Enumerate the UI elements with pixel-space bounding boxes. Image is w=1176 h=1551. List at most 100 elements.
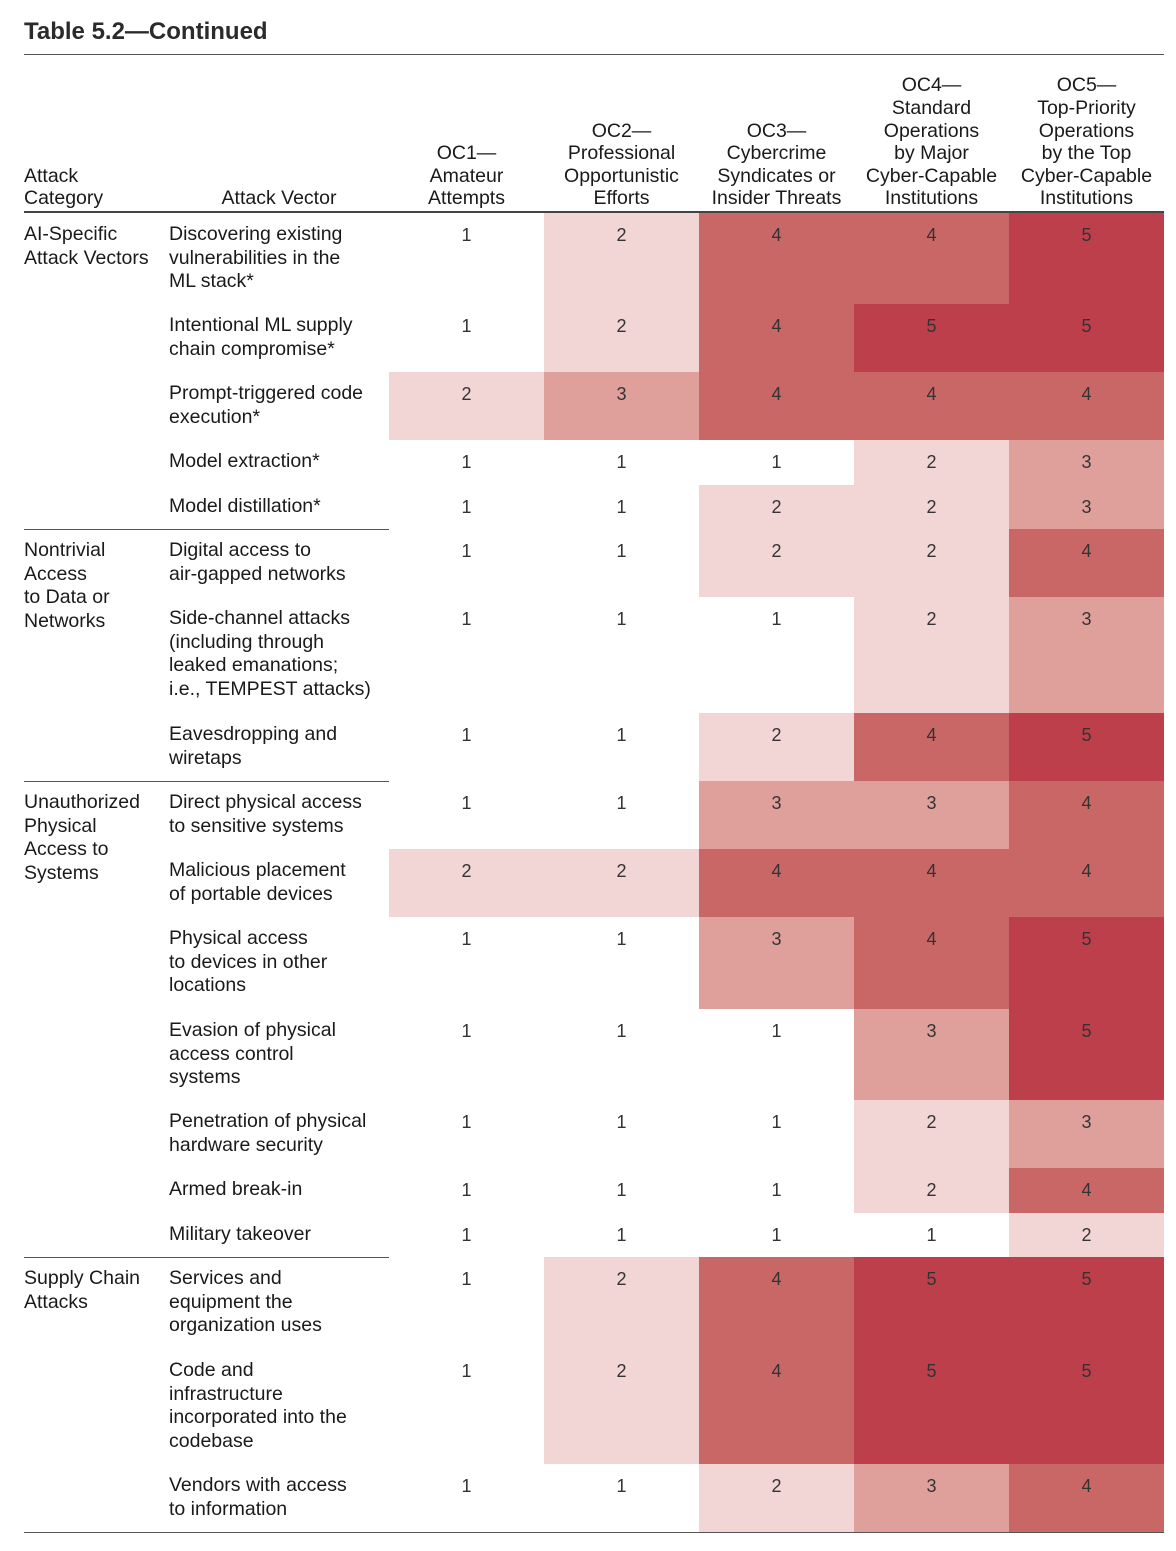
score-cell-oc5: 5 bbox=[1009, 1257, 1164, 1349]
score-cell-oc3: 1 bbox=[699, 440, 854, 485]
score-cell-oc1: 1 bbox=[389, 597, 544, 713]
attack-vector-label: Eavesdropping and wiretaps bbox=[169, 723, 338, 769]
attack-category-label: Supply Chain Attacks bbox=[24, 1267, 140, 1313]
score-cell-oc4: 4 bbox=[854, 849, 1009, 917]
header-oc3: OC3— Cybercrime Syndicates or Insider Th… bbox=[711, 119, 842, 210]
score-cell-oc3: 4 bbox=[699, 849, 854, 917]
attack-vector-label: Intentional ML supply chain compromise* bbox=[169, 314, 353, 360]
score-cell-oc3: 3 bbox=[699, 781, 854, 849]
score-cell-oc1: 1 bbox=[389, 440, 544, 485]
score-cell-oc5: 4 bbox=[1009, 1168, 1164, 1213]
header-oc4: OC4— Standard Operations by Major Cyber-… bbox=[865, 74, 998, 210]
score-cell-oc3: 4 bbox=[699, 1257, 854, 1349]
header-oc5: OC5— Top-Priority Operations by the Top … bbox=[1020, 74, 1153, 210]
score-cell-oc2: 1 bbox=[544, 1009, 699, 1100]
score-cell-oc1: 1 bbox=[389, 304, 544, 372]
score-cell-oc5: 2 bbox=[1009, 1213, 1164, 1257]
score-cell-oc2: 1 bbox=[544, 1100, 699, 1168]
score-cell-oc2: 1 bbox=[544, 1464, 699, 1532]
attack-vector-label: Model extraction* bbox=[169, 450, 320, 472]
score-cell-oc3: 3 bbox=[699, 917, 854, 1009]
score-cell-oc4: 3 bbox=[854, 781, 1009, 849]
score-cell-oc4: 2 bbox=[854, 597, 1009, 713]
score-cell-oc1: 1 bbox=[389, 485, 544, 529]
header-oc1: OC1— Amateur Attempts bbox=[428, 142, 505, 210]
score-cell-oc5: 5 bbox=[1009, 1009, 1164, 1100]
score-cell-oc2: 2 bbox=[544, 1349, 699, 1464]
score-cell-oc5: 5 bbox=[1009, 213, 1164, 304]
score-cell-oc5: 3 bbox=[1009, 440, 1164, 485]
score-cell-oc1: 1 bbox=[389, 1009, 544, 1100]
attack-vector-label: Vendors with access to information bbox=[169, 1474, 347, 1520]
table-title: Table 5.2—Continued bbox=[24, 18, 268, 45]
score-cell-oc1: 1 bbox=[389, 1213, 544, 1257]
attack-vector-label: Prompt-triggered code execution* bbox=[169, 382, 364, 428]
score-cell-oc1: 1 bbox=[389, 213, 544, 304]
attack-category-label: Unauthorized Physical Access to Systems bbox=[24, 791, 140, 884]
score-cell-oc5: 5 bbox=[1009, 917, 1164, 1009]
score-cell-oc3: 1 bbox=[699, 1168, 854, 1213]
score-cell-oc3: 1 bbox=[699, 597, 854, 713]
attack-vector-label: Penetration of physical hardware securit… bbox=[169, 1110, 367, 1156]
attack-vector-label: Side-channel attacks (including through … bbox=[169, 607, 371, 700]
score-cell-oc3: 4 bbox=[699, 372, 854, 440]
score-cell-oc2: 1 bbox=[544, 1213, 699, 1257]
score-cell-oc4: 2 bbox=[854, 485, 1009, 529]
score-cell-oc3: 1 bbox=[699, 1213, 854, 1257]
score-cell-oc3: 1 bbox=[699, 1009, 854, 1100]
score-cell-oc2: 2 bbox=[544, 849, 699, 917]
score-cell-oc2: 2 bbox=[544, 304, 699, 372]
score-cell-oc3: 2 bbox=[699, 713, 854, 781]
score-cell-oc2: 2 bbox=[544, 213, 699, 304]
score-cell-oc5: 4 bbox=[1009, 1464, 1164, 1532]
score-cell-oc2: 2 bbox=[544, 1257, 699, 1349]
attack-category-label: Nontrivial Access to Data or Networks bbox=[24, 539, 110, 632]
score-cell-oc3: 2 bbox=[699, 529, 854, 597]
score-cell-oc3: 4 bbox=[699, 1349, 854, 1464]
score-cell-oc2: 1 bbox=[544, 440, 699, 485]
score-cell-oc1: 1 bbox=[389, 1100, 544, 1168]
title-divider bbox=[24, 54, 1164, 55]
score-cell-oc3: 4 bbox=[699, 304, 854, 372]
score-cell-oc5: 3 bbox=[1009, 597, 1164, 713]
score-cell-oc2: 1 bbox=[544, 713, 699, 781]
score-cell-oc4: 4 bbox=[854, 917, 1009, 1009]
score-cell-oc5: 4 bbox=[1009, 781, 1164, 849]
score-cell-oc5: 3 bbox=[1009, 485, 1164, 529]
score-cell-oc4: 2 bbox=[854, 440, 1009, 485]
score-cell-oc2: 1 bbox=[544, 781, 699, 849]
attack-vector-label: Malicious placement of portable devices bbox=[169, 859, 346, 905]
attack-vector-label: Code and infrastructure incorporated int… bbox=[169, 1359, 347, 1452]
score-cell-oc1: 1 bbox=[389, 1168, 544, 1213]
score-cell-oc2: 1 bbox=[544, 597, 699, 713]
attack-vector-label: Model distillation* bbox=[169, 495, 321, 517]
attack-vector-label: Digital access to air-gapped networks bbox=[169, 539, 346, 585]
score-cell-oc5: 3 bbox=[1009, 1100, 1164, 1168]
score-cell-oc5: 5 bbox=[1009, 304, 1164, 372]
header-attack-vector: Attack Vector bbox=[221, 187, 337, 210]
score-cell-oc1: 1 bbox=[389, 781, 544, 849]
score-cell-oc1: 1 bbox=[389, 1464, 544, 1532]
score-cell-oc4: 1 bbox=[854, 1213, 1009, 1257]
score-cell-oc4: 2 bbox=[854, 529, 1009, 597]
score-cell-oc4: 3 bbox=[854, 1464, 1009, 1532]
attack-vector-label: Evasion of physical access control syste… bbox=[169, 1019, 336, 1088]
score-cell-oc2: 1 bbox=[544, 917, 699, 1009]
score-cell-oc3: 2 bbox=[699, 485, 854, 529]
header-divider bbox=[24, 211, 1164, 213]
score-cell-oc4: 2 bbox=[854, 1168, 1009, 1213]
score-cell-oc1: 1 bbox=[389, 917, 544, 1009]
attack-vector-label: Direct physical access to sensitive syst… bbox=[169, 791, 362, 837]
header-attack-category: Attack Category bbox=[24, 164, 104, 210]
score-cell-oc5: 4 bbox=[1009, 529, 1164, 597]
score-cell-oc3: 4 bbox=[699, 213, 854, 304]
score-cell-oc4: 4 bbox=[854, 372, 1009, 440]
score-cell-oc5: 4 bbox=[1009, 849, 1164, 917]
attack-vector-label: Physical access to devices in other loca… bbox=[169, 927, 328, 996]
score-cell-oc1: 2 bbox=[389, 372, 544, 440]
attack-vector-label: Services and equipment the organization … bbox=[169, 1267, 322, 1336]
group-divider bbox=[24, 1532, 1164, 1533]
score-cell-oc3: 2 bbox=[699, 1464, 854, 1532]
score-cell-oc4: 4 bbox=[854, 213, 1009, 304]
score-cell-oc5: 5 bbox=[1009, 1349, 1164, 1464]
